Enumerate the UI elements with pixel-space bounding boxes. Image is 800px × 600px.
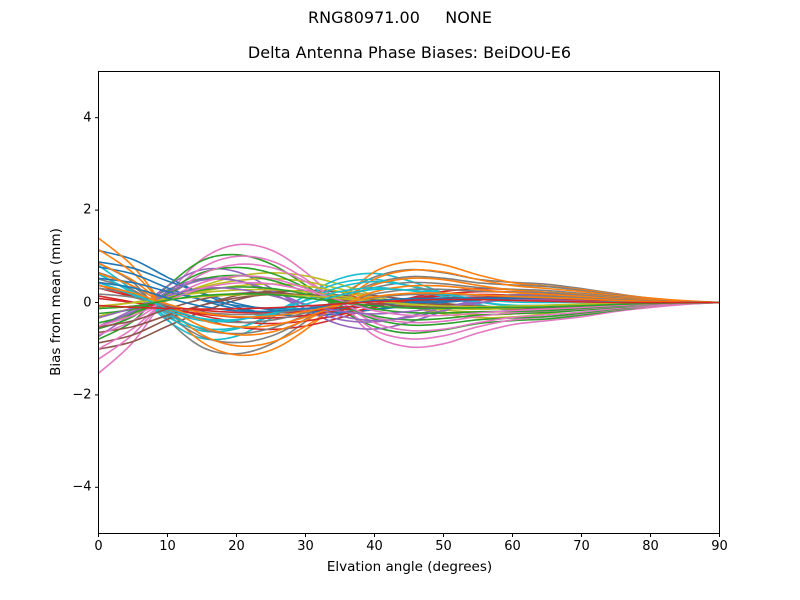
y-tick-label: 4 bbox=[83, 110, 92, 126]
series-line-40 bbox=[98, 281, 720, 327]
series-line-45 bbox=[98, 284, 720, 318]
x-tick-label: 90 bbox=[711, 539, 728, 554]
axes-title: Delta Antenna Phase Biases: BeiDOU-E6 bbox=[247, 43, 572, 62]
x-tick-label: 10 bbox=[159, 539, 176, 554]
series-line-35 bbox=[98, 272, 720, 328]
y-tick-label: −2 bbox=[72, 387, 92, 403]
y-tick-label: 0 bbox=[83, 295, 92, 310]
x-tick-label: 20 bbox=[228, 539, 245, 554]
x-tick-label: 70 bbox=[573, 539, 590, 554]
series-line-15 bbox=[98, 248, 720, 348]
series-line-47 bbox=[98, 298, 720, 310]
x-axis-label: Elvation angle (degrees) bbox=[326, 559, 493, 575]
figure-suptitle: RNG80971.00 NONE bbox=[308, 8, 492, 27]
x-tick-label: 30 bbox=[297, 539, 314, 554]
series-line-0 bbox=[98, 243, 720, 375]
series-line-20 bbox=[98, 263, 720, 350]
x-tick-label: 50 bbox=[435, 539, 452, 554]
series-line-42 bbox=[98, 293, 720, 308]
x-tick-label: 60 bbox=[504, 539, 521, 554]
series-group bbox=[98, 237, 720, 375]
x-tick-label: 80 bbox=[642, 539, 659, 554]
x-tick-label: 40 bbox=[366, 539, 383, 554]
y-tick-label: 2 bbox=[83, 202, 92, 218]
y-tick-label: −4 bbox=[72, 479, 92, 495]
x-tick-label: 0 bbox=[94, 539, 103, 554]
y-axis-label: Bias from mean (mm) bbox=[48, 228, 64, 376]
series-line-46 bbox=[98, 293, 720, 310]
